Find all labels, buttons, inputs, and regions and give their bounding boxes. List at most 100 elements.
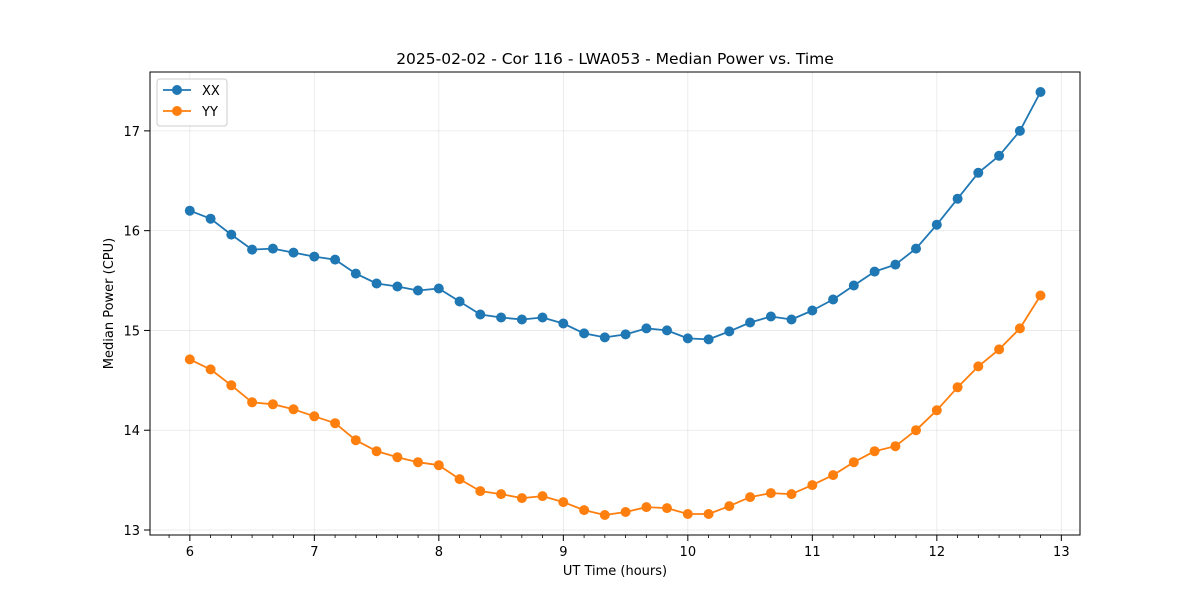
data-point-xx [579,328,590,339]
data-point-yy [537,491,548,502]
data-point-yy [745,492,756,503]
data-point-yy [330,418,341,429]
data-point-xx [703,334,714,345]
data-point-xx [599,332,610,343]
data-point-yy [703,509,714,519]
data-point-yy [247,397,258,408]
data-point-yy [1014,323,1025,334]
series-line-yy [189,295,1042,516]
x-tick-label: 9 [559,545,567,560]
data-point-xx [454,296,465,307]
data-point-yy [807,480,818,491]
data-point-yy [205,364,216,375]
data-point-xx [724,326,735,337]
data-point-yy [371,446,382,457]
data-point-xx [641,323,652,334]
series-layer [184,87,1046,520]
data-point-yy [433,460,444,471]
data-point-yy [1035,290,1046,301]
data-point-yy [724,501,735,512]
data-point-yy [994,344,1005,355]
data-point-yy [392,452,403,463]
data-point-yy [890,441,901,452]
data-point-yy [869,446,880,457]
data-point-xx [205,213,216,224]
grid [150,72,1080,535]
data-point-xx [765,311,776,322]
data-point-xx [496,312,507,323]
legend-label-xx: XX [202,84,220,99]
data-point-xx [413,285,423,296]
data-point-xx [911,243,921,254]
data-point-xx [392,281,403,292]
x-tick-label: 6 [186,545,194,560]
data-point-yy [828,470,839,481]
data-point-xx [309,251,320,262]
data-point-yy [911,425,921,436]
data-point-xx [1035,87,1046,97]
data-point-yy [309,411,320,422]
data-point-xx [475,309,486,320]
data-point-yy [413,457,423,468]
data-point-xx [433,283,444,294]
y-axis-label: Median Power (CPU) [102,238,117,369]
data-point-yy [184,354,195,365]
data-point-yy [620,507,631,517]
data-point-xx [973,167,984,178]
data-point-yy [952,382,963,393]
data-point-xx [184,205,195,216]
data-point-yy [786,489,797,500]
y-tick-label: 16 [123,225,140,240]
y-tick-label: 13 [123,524,140,539]
data-point-xx [662,325,672,336]
data-point-yy [662,503,672,514]
series-line-xx [189,91,1042,341]
x-tick-label: 13 [1053,545,1070,560]
data-point-yy [848,457,859,468]
data-point-xx [288,247,299,258]
y-tick-label: 15 [123,324,140,339]
data-point-yy [558,497,569,508]
y-tick-label: 17 [123,125,140,140]
legend-marker-xx [172,85,182,95]
data-point-xx [247,244,258,255]
data-point-yy [288,404,299,415]
data-point-yy [599,510,610,520]
x-axis-label: UT Time (hours) [563,564,667,579]
data-point-xx [828,294,839,305]
data-point-yy [931,405,942,416]
x-tick-label: 11 [804,545,821,560]
data-point-yy [454,474,465,485]
data-point-yy [496,489,507,500]
legend-marker-yy [172,106,182,116]
data-point-yy [350,435,361,446]
data-point-xx [371,278,382,289]
data-point-yy [475,486,486,497]
data-point-yy [765,488,776,499]
data-point-xx [745,317,756,328]
data-point-xx [994,150,1005,161]
data-point-xx [330,254,341,265]
data-point-xx [869,266,880,277]
data-point-xx [807,305,818,316]
x-tick-label: 10 [680,545,697,560]
y-tick-label: 14 [123,424,140,439]
legend-label-yy: YY [201,105,218,120]
data-point-xx [682,333,693,344]
data-point-xx [267,243,278,254]
ticks: 6 7 8 9 10 11 12 13 13 14 15 16 17 [123,125,1069,560]
data-point-xx [890,259,901,270]
plot-frame [149,71,1081,536]
data-point-xx [350,268,361,279]
data-point-xx [952,193,963,204]
legend: XX YY [156,78,228,127]
x-tick-label: 7 [310,545,318,560]
data-point-xx [516,314,527,325]
data-point-yy [973,361,984,372]
data-point-xx [848,280,859,291]
data-point-xx [558,318,569,329]
x-tick-label: 12 [929,545,946,560]
data-point-yy [641,502,652,513]
